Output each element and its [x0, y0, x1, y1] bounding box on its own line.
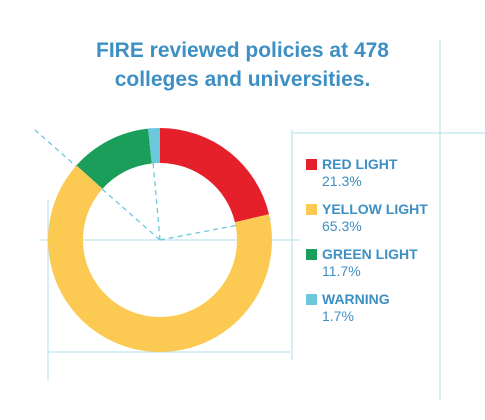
legend-swatch [306, 159, 317, 170]
legend-value: 1.7% [322, 308, 354, 324]
donut-segment [148, 128, 160, 164]
legend-label: WARNING [322, 291, 390, 307]
chart-title: FIRE reviewed policies at 478 colleges a… [96, 39, 389, 91]
blueprint-lines [40, 40, 485, 400]
legend-swatch [306, 294, 317, 305]
legend-swatch [306, 204, 317, 215]
legend-value: 11.7% [322, 263, 361, 279]
legend-label: GREEN LIGHT [322, 246, 418, 262]
donut-segment [160, 128, 269, 223]
legend-value: 65.3% [322, 218, 362, 234]
donut-segment [76, 128, 152, 189]
legend-swatch [306, 249, 317, 260]
donut-segment [47, 165, 272, 352]
legend-label: RED LIGHT [322, 156, 398, 172]
legend-value: 21.3% [322, 173, 362, 189]
legend-label: YELLOW LIGHT [322, 201, 428, 217]
